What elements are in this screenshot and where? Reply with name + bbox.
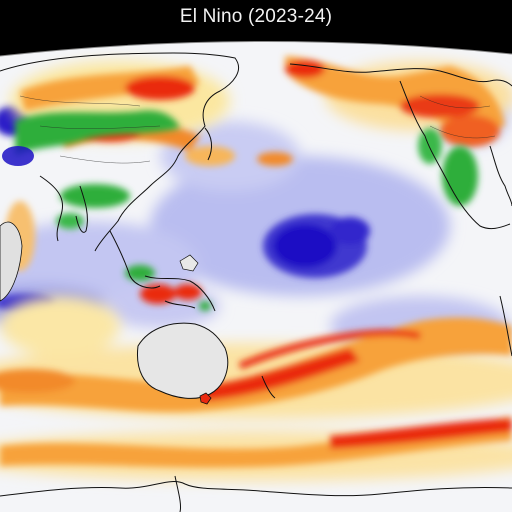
south-america-coast bbox=[499, 295, 512, 357]
map-frame bbox=[0, 36, 512, 512]
north-america-north-coast bbox=[289, 63, 512, 87]
philippines bbox=[179, 254, 199, 272]
indochina-coast bbox=[109, 230, 161, 289]
north-america-west-coast bbox=[399, 80, 511, 230]
cool-west-asia-spot bbox=[2, 146, 34, 166]
globe-field bbox=[0, 41, 512, 512]
globe-outline bbox=[0, 40, 512, 57]
japan-coast bbox=[204, 127, 213, 161]
cool-core-strong bbox=[273, 224, 337, 268]
warm-southern-ocean bbox=[0, 317, 512, 413]
warm-north-pacific-spot bbox=[257, 152, 293, 166]
warm-indonesia-spot bbox=[140, 284, 176, 304]
wet-central-asia bbox=[15, 110, 180, 156]
land-overlays bbox=[0, 221, 229, 405]
africa-edge bbox=[0, 221, 23, 302]
wet-anomaly-regions bbox=[15, 110, 478, 311]
warm-antarctic-rim bbox=[0, 416, 512, 468]
coastlines bbox=[0, 52, 512, 512]
australia bbox=[136, 322, 229, 399]
indonesia-coast bbox=[144, 275, 216, 312]
arabia-coast bbox=[39, 175, 64, 242]
antarctica-coast bbox=[0, 481, 512, 497]
eurasia-coast bbox=[0, 52, 240, 252]
borders bbox=[19, 95, 496, 164]
title-bar: El Nino (2023-24) bbox=[0, 0, 512, 36]
wet-south-asia bbox=[60, 184, 130, 208]
india-coast bbox=[75, 185, 88, 233]
north-america-east-coast bbox=[489, 145, 512, 207]
tasmania bbox=[199, 392, 212, 405]
anomaly-map bbox=[0, 40, 512, 512]
new-zealand-coast bbox=[261, 375, 276, 399]
map-title: El Nino (2023-24) bbox=[179, 6, 333, 27]
wet-north-america-east bbox=[442, 146, 478, 206]
